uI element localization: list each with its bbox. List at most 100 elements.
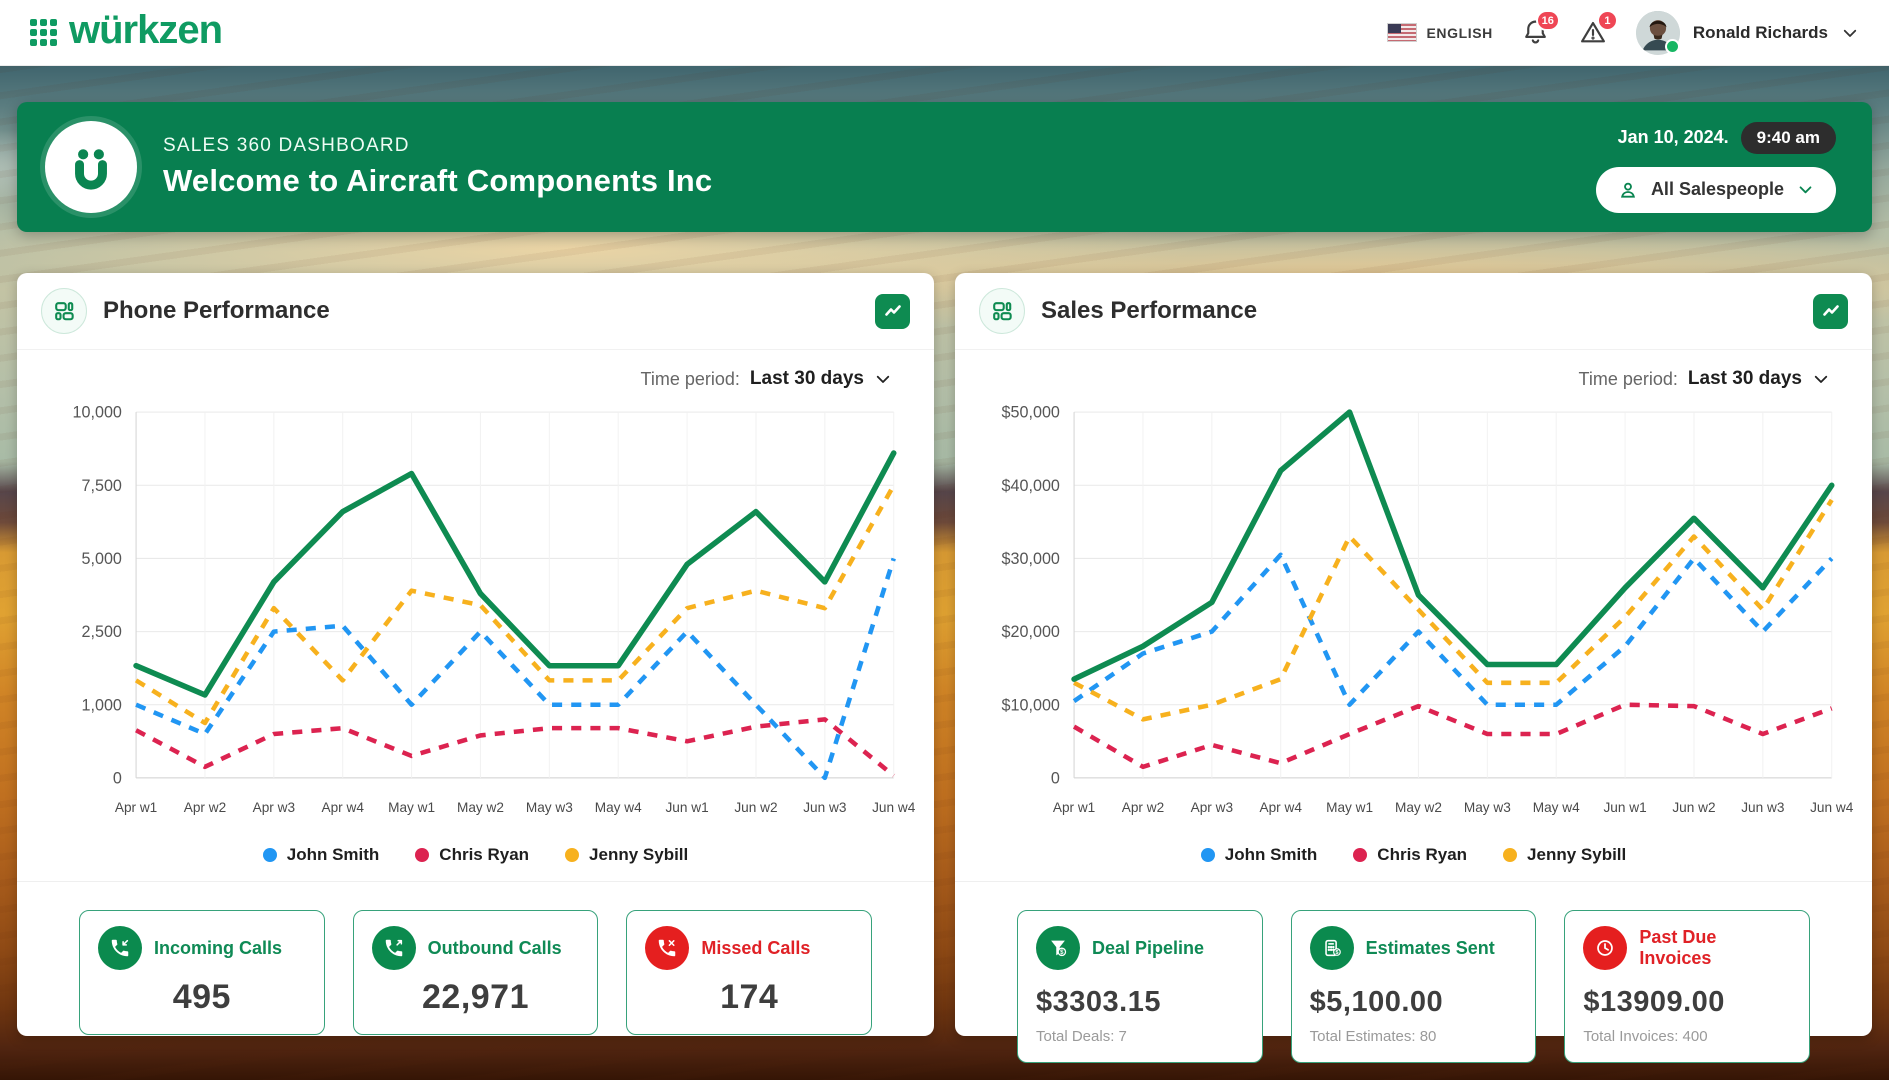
svg-text:May w2: May w2	[457, 800, 504, 815]
svg-text:Jun w2: Jun w2	[1672, 800, 1715, 815]
sales-performance-panel: Sales Performance Time period: Last 30 d…	[955, 273, 1872, 1064]
stat-subtext: Total Deals: 7	[1036, 1028, 1127, 1046]
trending-icon	[884, 305, 901, 316]
chevron-down-icon	[1799, 186, 1812, 194]
svg-text:$50,000: $50,000	[1002, 404, 1060, 422]
legend-item-jenny-sybill: Jenny Sybill	[565, 845, 688, 865]
svg-text:10,000: 10,000	[73, 404, 122, 422]
svg-text:May w3: May w3	[1464, 800, 1511, 815]
svg-text:2,500: 2,500	[81, 623, 121, 641]
time-period-label: Time period:	[1578, 368, 1678, 389]
salespeople-filter-dropdown[interactable]: All Salespeople	[1595, 166, 1836, 213]
svg-text:Apr w4: Apr w4	[322, 800, 365, 815]
time-period-control[interactable]: Time period: Last 30 days	[17, 350, 934, 392]
alerts-button[interactable]: 1	[1578, 10, 1618, 47]
svg-text:Jun w1: Jun w1	[1604, 800, 1647, 815]
svg-text:May w1: May w1	[388, 800, 435, 815]
chart-legend: John Smith Chris Ryan Jenny Sybill	[955, 837, 1872, 879]
chevron-down-icon	[1814, 375, 1828, 383]
svg-text:Apr w3: Apr w3	[1191, 800, 1233, 815]
outbound-calls-card: Outbound Calls 22,971	[352, 910, 599, 1036]
stat-label: Estimates Sent	[1365, 937, 1495, 958]
svg-text:7,500: 7,500	[81, 477, 121, 495]
user-avatar	[1635, 10, 1680, 55]
svg-text:Jun w1: Jun w1	[666, 800, 709, 815]
sales-performance-chart: 0 $10,000 $20,000 $30,000 $40,000 $50,000 Apr …	[955, 392, 1872, 837]
stat-subtext: Total Invoices: 400	[1583, 1028, 1708, 1046]
language-label: ENGLISH	[1426, 24, 1493, 41]
divider	[17, 881, 934, 883]
svg-text:Jun w4: Jun w4	[872, 800, 916, 815]
svg-text:May w1: May w1	[1326, 800, 1373, 815]
banner-subtitle: SALES 360 DASHBOARD	[163, 135, 410, 156]
stat-label: Missed Calls	[701, 937, 811, 958]
time-period-control[interactable]: Time period: Last 30 days	[955, 350, 1872, 392]
estimates-sent-icon: $	[1309, 926, 1354, 971]
chart-toggle-button[interactable]	[1813, 293, 1848, 329]
svg-text:$40,000: $40,000	[1002, 477, 1060, 495]
chart-toggle-button[interactable]	[875, 293, 910, 329]
legend-dot-icon	[262, 848, 277, 863]
phone-performance-panel: Phone Performance Time period: Last 30 d…	[17, 273, 934, 1036]
top-bar: würkzen ENGLISH 16 1	[0, 0, 1889, 66]
svg-text:Jun w4: Jun w4	[1810, 800, 1854, 815]
dashboard-widget-icon	[979, 288, 1025, 334]
divider	[955, 881, 1872, 883]
svg-text:May w4: May w4	[595, 800, 642, 815]
outbound-call-icon	[371, 926, 416, 971]
banner-title: Welcome to Aircraft Components Inc	[163, 163, 713, 198]
svg-text:$: $	[1060, 950, 1064, 956]
legend-item-jenny-sybill: Jenny Sybill	[1503, 845, 1626, 865]
warning-triangle-icon	[1580, 21, 1605, 43]
person-icon	[1620, 182, 1635, 198]
time-period-label: Time period:	[640, 368, 740, 389]
stat-label: Incoming Calls	[154, 937, 283, 958]
us-flag-icon	[1387, 23, 1418, 42]
legend-dot-icon	[565, 848, 580, 863]
trending-icon	[1822, 305, 1839, 316]
svg-text:Jun w2: Jun w2	[734, 800, 777, 815]
past-due-invoices-card: Past Due Invoices $13909.00 Total Invoic…	[1564, 910, 1811, 1064]
legend-item-john-smith: John Smith	[1200, 845, 1317, 865]
legend-item-chris-ryan: Chris Ryan	[415, 845, 529, 865]
svg-text:May w4: May w4	[1533, 800, 1580, 815]
legend-item-john-smith: John Smith	[262, 845, 379, 865]
svg-text:Apr w1: Apr w1	[1053, 800, 1095, 815]
svg-text:Apr w3: Apr w3	[253, 800, 295, 815]
language-selector[interactable]: ENGLISH	[1387, 23, 1492, 42]
wurkzen-round-logo	[45, 121, 137, 213]
brand-name: würkzen	[69, 7, 223, 52]
stat-value: 495	[172, 978, 231, 1017]
time-period-value[interactable]: Last 30 days	[1687, 368, 1802, 389]
banner-date: Jan 10, 2024.	[1617, 127, 1729, 147]
deal-pipeline-card: $ Deal Pipeline $3303.15 Total Deals: 7	[1017, 910, 1263, 1064]
stat-label: Deal Pipeline	[1092, 937, 1205, 958]
dashboard-banner: SALES 360 DASHBOARD Welcome to Aircraft …	[17, 102, 1872, 232]
alert-badge: 1	[1596, 10, 1618, 31]
past-due-clock-icon	[1583, 926, 1628, 971]
svg-text:$: $	[1335, 951, 1339, 957]
salespeople-filter-label: All Salespeople	[1650, 179, 1784, 199]
stat-value: $5,100.00	[1309, 986, 1444, 1019]
user-name: Ronald Richards	[1692, 22, 1828, 42]
svg-text:0: 0	[113, 769, 122, 787]
phone-performance-chart: 0 1,000 2,500 5,000 7,500 10,000 Apr w1 Apr w2 A…	[17, 392, 934, 837]
svg-text:5,000: 5,000	[81, 550, 121, 568]
time-period-value[interactable]: Last 30 days	[749, 368, 864, 389]
notifications-button[interactable]: 16	[1521, 10, 1560, 47]
user-menu[interactable]: Ronald Richards	[1635, 10, 1859, 55]
legend-dot-icon	[1353, 848, 1368, 863]
stat-label: Past Due Invoices	[1639, 927, 1717, 969]
legend-item-chris-ryan: Chris Ryan	[1353, 845, 1467, 865]
legend-dot-icon	[1200, 848, 1215, 863]
banner-time-badge: 9:40 am	[1740, 121, 1836, 154]
estimates-sent-card: $ Estimates Sent $5,100.00 Total Estimat…	[1290, 910, 1537, 1064]
svg-text:May w3: May w3	[526, 800, 573, 815]
dashboard-widget-icon	[41, 288, 87, 334]
app-grid-icon	[30, 19, 57, 46]
chevron-down-icon	[876, 375, 890, 383]
svg-text:$10,000: $10,000	[1002, 696, 1060, 714]
chevron-down-icon	[1843, 29, 1857, 37]
stat-value: 22,971	[422, 978, 529, 1017]
brand-logo[interactable]: würkzen	[30, 7, 223, 56]
